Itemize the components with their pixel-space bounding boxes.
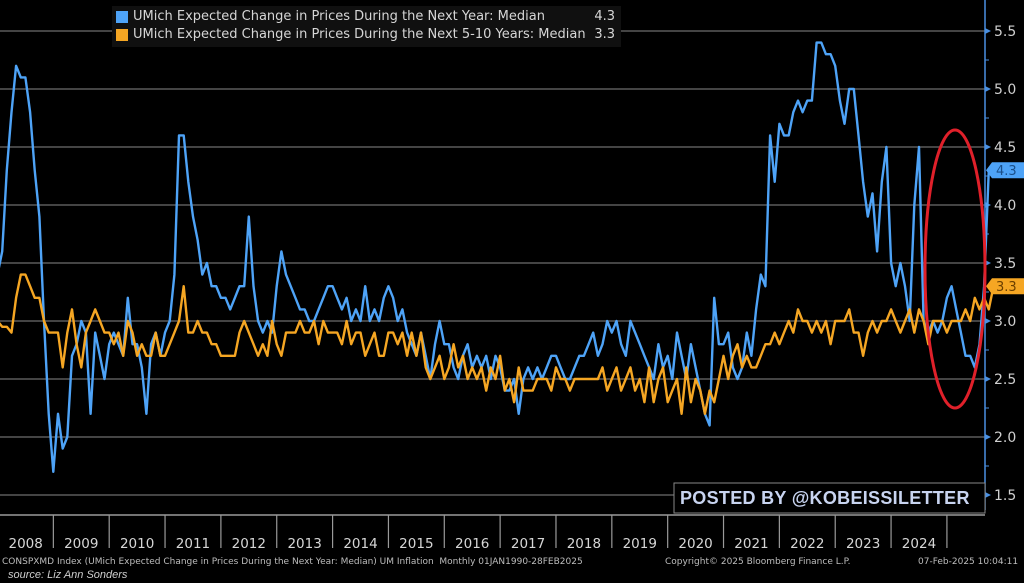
- x-tick-label: 2019: [623, 536, 657, 552]
- last-value-badge-blue: 4.3: [986, 162, 1024, 179]
- y-tick-label: 4.0: [994, 198, 1016, 214]
- axis-value-badges: 4.3 3.3: [986, 162, 1024, 295]
- x-tick-label: 2008: [8, 536, 42, 552]
- y-tick-label: 5.5: [994, 24, 1016, 40]
- x-tick-label: 2010: [120, 536, 154, 552]
- legend-item-next-year: UMich Expected Change in Prices During t…: [116, 8, 615, 26]
- x-tick-label: 2018: [567, 536, 601, 552]
- y-tick-label: 2.0: [994, 430, 1016, 446]
- y-tick-mark: [985, 86, 991, 92]
- y-tick-mark: [985, 144, 991, 150]
- highlight-ellipse: [923, 128, 987, 410]
- series-line-5-10-years: [0, 273, 995, 415]
- legend: UMich Expected Change in Prices During t…: [112, 6, 621, 47]
- series-line-next-year: [0, 41, 990, 473]
- legend-value: 3.3: [594, 27, 615, 42]
- x-tick-label: 2011: [176, 536, 210, 552]
- y-tick-mark: [985, 318, 991, 324]
- y-tick-label: 5.0: [994, 82, 1016, 98]
- y-tick-mark: [985, 434, 991, 440]
- series-lines: [0, 41, 995, 473]
- y-tick-label: 4.5: [994, 140, 1016, 156]
- last-value-badge-orange: 3.3: [986, 278, 1024, 295]
- x-tick-label: 2014: [343, 536, 377, 552]
- x-tick-label: 2022: [790, 536, 824, 552]
- x-tick-label: 2017: [511, 536, 545, 552]
- legend-swatch-orange: [116, 29, 128, 41]
- source-credit: source: Liz Ann Sonders: [8, 569, 128, 581]
- y-tick-mark: [985, 28, 991, 34]
- y-axis: 1.5 2.0 2.5 3.0 3.5 4.0 4.5 5.0 5.5: [984, 0, 1016, 510]
- x-tick-label: 2016: [455, 536, 489, 552]
- x-axis: 2008 2009 2010 2011 2012 2013 2014 2015 2016 2017…: [0, 514, 985, 552]
- x-tick-label: 2023: [846, 536, 880, 552]
- legend-value: 4.3: [594, 9, 615, 24]
- watermark: POSTED BY @KOBEISSILETTER: [680, 488, 970, 508]
- gridlines: [0, 30, 985, 496]
- y-tick-mark: [985, 376, 991, 382]
- watermark-box: [673, 482, 986, 514]
- x-tick-label: 2020: [678, 536, 712, 552]
- badge-value: 3.3: [996, 280, 1017, 295]
- x-tick-label: 2009: [64, 536, 98, 552]
- y-tick-label: 2.5: [994, 372, 1016, 388]
- y-tick-label: 1.5: [994, 488, 1016, 504]
- badge-value: 4.3: [996, 164, 1017, 179]
- y-tick-mark: [985, 260, 991, 266]
- legend-label: UMich Expected Change in Prices During t…: [133, 27, 586, 42]
- y-tick-label: 3.5: [994, 256, 1016, 272]
- footer-description: CONSPXMD Index (UMich Expected Change in…: [2, 557, 583, 567]
- y-tick-label: 3.0: [994, 314, 1016, 330]
- x-tick-label: 2021: [734, 536, 768, 552]
- y-tick-mark: [985, 492, 991, 498]
- legend-swatch-blue: [116, 11, 128, 23]
- footer-copyright: Copyright© 2025 Bloomberg Finance L.P.: [665, 557, 851, 567]
- legend-item-5-10-years: UMich Expected Change in Prices During t…: [116, 26, 615, 44]
- footer-timestamp: 07-Feb-2025 10:04:11: [918, 557, 1019, 567]
- x-tick-label: 2012: [232, 536, 266, 552]
- legend-label: UMich Expected Change in Prices During t…: [133, 9, 545, 24]
- x-tick-label: 2024: [902, 536, 936, 552]
- x-tick-label: 2015: [399, 536, 433, 552]
- x-tick-label: 2013: [287, 536, 321, 552]
